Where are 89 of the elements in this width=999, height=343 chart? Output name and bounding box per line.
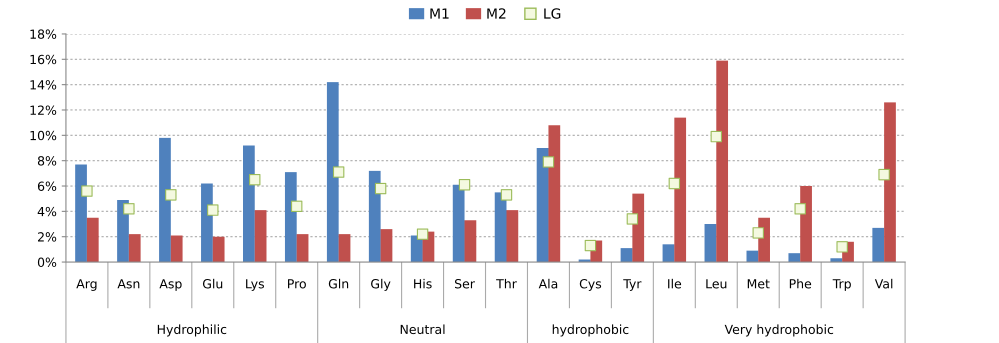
bar xyxy=(380,229,392,262)
bar xyxy=(452,184,465,262)
legend-label: M1 xyxy=(430,8,449,19)
point xyxy=(207,204,218,216)
y-tick-label: 12% xyxy=(30,105,56,115)
bar xyxy=(296,234,308,262)
x-tick-label: Gly xyxy=(371,278,391,291)
bar xyxy=(75,164,87,262)
bar xyxy=(170,235,183,262)
point xyxy=(626,213,638,225)
y-tick-label: 6% xyxy=(38,181,56,191)
point xyxy=(81,185,93,197)
point xyxy=(710,130,722,142)
x-tick-label: Val xyxy=(874,278,892,288)
x-tick-label: Glu xyxy=(202,278,222,288)
bar xyxy=(872,228,884,262)
bar xyxy=(788,253,800,262)
bar xyxy=(201,183,213,262)
bar xyxy=(86,218,99,262)
x-tick-label: Trp xyxy=(832,279,851,291)
x-tick-label: His xyxy=(414,278,432,288)
bar xyxy=(494,192,506,262)
bar xyxy=(884,102,896,262)
point xyxy=(249,174,260,186)
bar xyxy=(746,250,758,262)
bar xyxy=(662,244,674,262)
y-tick-label: 10% xyxy=(30,130,56,140)
point xyxy=(836,241,848,253)
x-tick-label: Lys xyxy=(246,279,264,291)
bar xyxy=(632,194,644,262)
point xyxy=(542,156,554,168)
bar xyxy=(326,82,339,262)
point xyxy=(500,189,512,201)
point xyxy=(165,189,177,201)
point xyxy=(878,168,890,180)
point xyxy=(416,228,428,240)
bar xyxy=(368,170,381,262)
bar xyxy=(117,200,129,262)
y-tick-label: 14% xyxy=(30,80,56,90)
point xyxy=(752,227,764,239)
bar xyxy=(536,148,548,262)
bar xyxy=(128,234,141,262)
bar xyxy=(338,234,350,262)
x-tick-label: Asn xyxy=(117,279,140,288)
x-tick-label: Pro xyxy=(288,279,306,288)
point xyxy=(668,178,680,190)
x-tick-label: Met xyxy=(748,279,770,288)
bar xyxy=(159,138,171,262)
bar xyxy=(242,145,255,262)
point xyxy=(794,203,806,215)
y-tick-label: 18% xyxy=(30,29,56,39)
x-tick-label: Thr xyxy=(496,278,517,288)
text: Hydrophilic xyxy=(158,324,226,337)
bar xyxy=(464,220,476,262)
x-tick-label: Leu xyxy=(706,279,726,288)
legend-label: LG xyxy=(544,8,560,19)
y-tick-label: 2% xyxy=(38,232,56,242)
bar xyxy=(800,186,812,262)
legend-label: M2 xyxy=(487,8,506,19)
point xyxy=(458,179,470,190)
x-tick-label: Asp xyxy=(159,279,182,291)
bar xyxy=(674,118,686,262)
text: Neutral xyxy=(400,324,444,334)
bar xyxy=(284,172,297,262)
y-tick-label: 8% xyxy=(38,156,56,166)
x-tick-label: Gln xyxy=(328,278,348,288)
x-tick-label: Arg xyxy=(76,279,96,291)
text: Very hydrophobic xyxy=(724,324,834,337)
bar xyxy=(212,236,225,262)
text: hydrophobic xyxy=(552,324,628,337)
bar xyxy=(506,210,518,262)
point xyxy=(374,182,386,194)
bar xyxy=(254,210,266,262)
x-tick-label: Tyr xyxy=(623,279,642,291)
point xyxy=(332,166,344,178)
y-tick-label: 0% xyxy=(38,258,56,267)
x-tick-label: Phe xyxy=(790,278,812,288)
y-tick-label: 16% xyxy=(30,54,56,64)
y-tick-label: 4% xyxy=(38,206,56,216)
point xyxy=(291,200,302,212)
x-tick-label: Ile xyxy=(668,278,682,288)
point xyxy=(123,203,135,215)
bar xyxy=(548,125,560,262)
x-tick-label: Ala xyxy=(538,278,558,288)
bar xyxy=(704,224,716,262)
x-tick-label: Ser xyxy=(454,279,475,288)
bar xyxy=(620,248,632,262)
bar xyxy=(716,60,728,262)
x-tick-label: Cys xyxy=(580,279,602,291)
